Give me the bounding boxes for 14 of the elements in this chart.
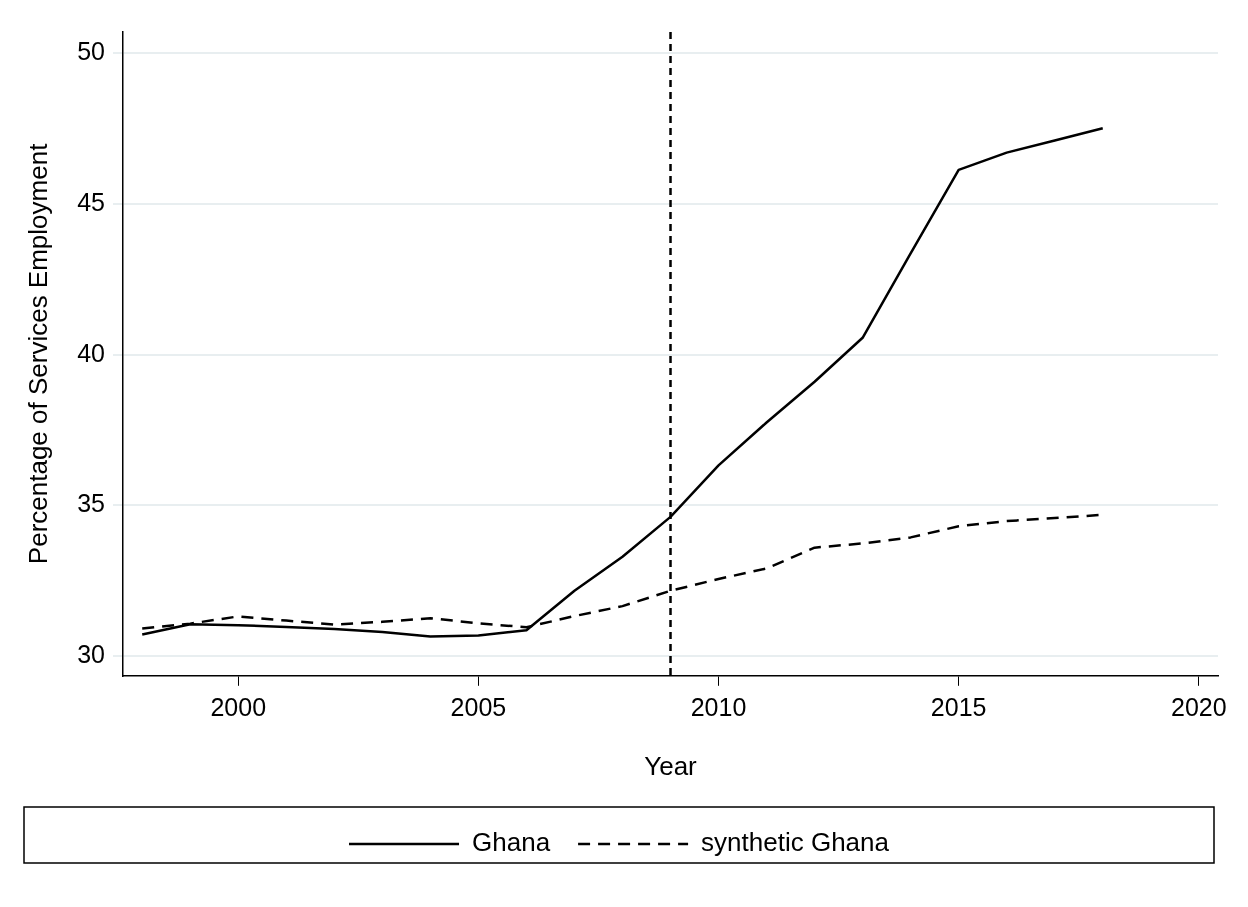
y-tick-label: 45 bbox=[77, 187, 106, 216]
x-tick-label: 2010 bbox=[690, 692, 747, 721]
legend-label: Ghana bbox=[472, 827, 551, 858]
y-axis-title: Percentage of Services Employment bbox=[22, 142, 53, 565]
y-tick-label: 35 bbox=[77, 489, 106, 518]
legend-label: synthetic Ghana bbox=[701, 827, 890, 858]
x-axis-title: Year bbox=[644, 750, 698, 781]
y-tick-label: 50 bbox=[77, 37, 106, 65]
x-tick-label: 2005 bbox=[450, 692, 507, 721]
x-tick-label: 2000 bbox=[210, 692, 267, 721]
y-tick-label: 30 bbox=[77, 640, 106, 669]
y-tick-label: 40 bbox=[77, 338, 106, 367]
x-tick-label: 2020 bbox=[1170, 692, 1227, 721]
x-tick-label: 2015 bbox=[930, 692, 987, 721]
